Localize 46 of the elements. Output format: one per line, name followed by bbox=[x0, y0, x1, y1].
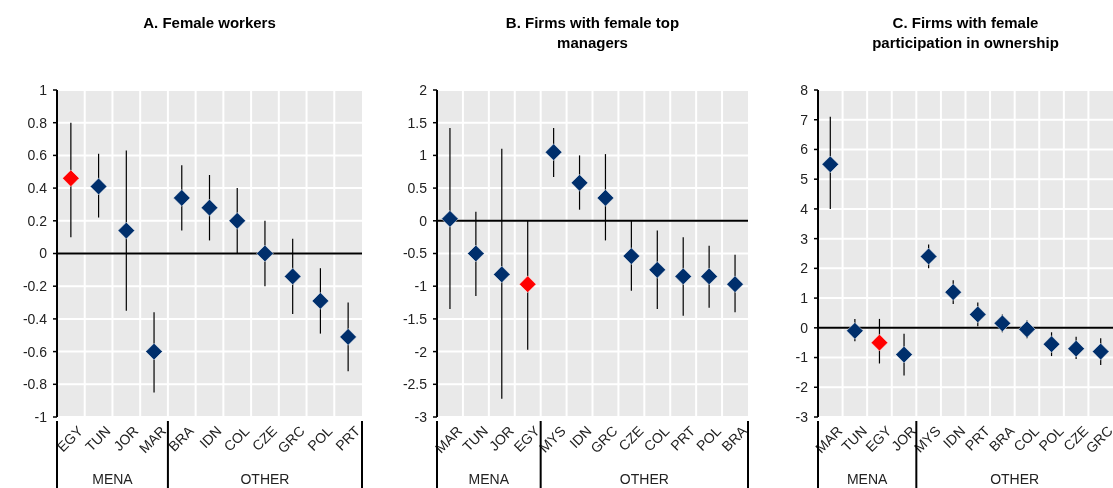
text: MENA bbox=[846, 471, 889, 487]
y-tick-label: -1 bbox=[795, 349, 809, 366]
y-tick-label: -0.4 bbox=[22, 310, 48, 327]
y-tick-label: -1 bbox=[414, 278, 428, 295]
text: MENA bbox=[92, 471, 134, 487]
text: OTHER bbox=[619, 471, 669, 487]
y-tick-label: -0.8 bbox=[22, 376, 48, 393]
y-tick-label: -2 bbox=[795, 379, 809, 396]
y-tick-label: 7 bbox=[800, 111, 809, 128]
y-tick-label: -0.2 bbox=[22, 278, 48, 295]
chart-title: A. Female workers bbox=[143, 14, 276, 31]
y-tick-label: 1 bbox=[419, 147, 428, 164]
y-tick-label: 0.5 bbox=[407, 180, 428, 196]
chart-title: B. Firms with female top managers bbox=[505, 14, 680, 51]
y-tick-label: 0.2 bbox=[27, 212, 48, 229]
y-tick-label: -1 bbox=[34, 408, 48, 425]
y-tick-label: 2 bbox=[800, 260, 809, 277]
y-tick-label: -0.5 bbox=[402, 245, 428, 262]
y-tick-label: 0.4 bbox=[27, 180, 48, 196]
y-tick-label: 0.6 bbox=[27, 147, 48, 164]
y-tick-label: -2.5 bbox=[402, 376, 428, 393]
x-tick-label: IDN bbox=[196, 422, 225, 452]
y-tick-label: 8 bbox=[800, 81, 809, 98]
y-tick-label: 1 bbox=[39, 81, 48, 98]
y-tick-label: -2 bbox=[414, 343, 428, 360]
text: OTHER bbox=[240, 471, 290, 487]
y-tick-label: 0.8 bbox=[27, 114, 48, 131]
text: OTHER bbox=[990, 471, 1040, 487]
y-tick-label: 0 bbox=[419, 212, 428, 229]
y-tick-label: -3 bbox=[795, 408, 809, 425]
y-tick-label: 1.5 bbox=[407, 114, 428, 131]
x-tick-label: POL bbox=[304, 422, 336, 454]
y-tick-label: 3 bbox=[800, 230, 809, 247]
y-tick-label: -3 bbox=[414, 408, 428, 425]
y-tick-label: 2 bbox=[419, 81, 428, 98]
y-tick-label: -1.5 bbox=[402, 310, 428, 327]
x-tick-label: BRA bbox=[165, 422, 198, 455]
y-tick-label: 0 bbox=[800, 319, 809, 336]
y-tick-label: 5 bbox=[800, 171, 809, 188]
y-tick-label: 1 bbox=[800, 289, 809, 306]
chart-title: C. Firms with female participation in ownership bbox=[872, 14, 1059, 51]
y-tick-label: 6 bbox=[800, 141, 809, 158]
y-tick-label: 0 bbox=[39, 245, 48, 262]
text: MENA bbox=[468, 471, 510, 487]
y-tick-label: 4 bbox=[800, 200, 809, 217]
y-tick-label: -0.6 bbox=[22, 343, 48, 360]
